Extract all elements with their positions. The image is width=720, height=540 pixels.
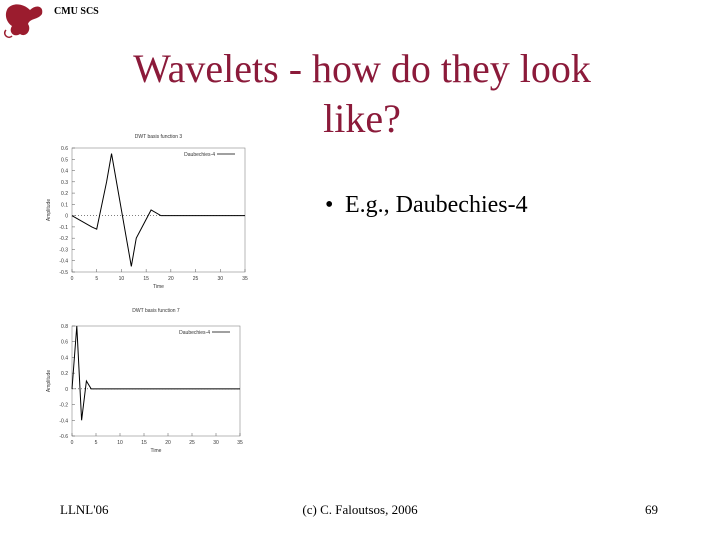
bullet: E.g., Daubechies-4 xyxy=(345,192,528,218)
footer-right: 69 xyxy=(645,502,658,517)
y-tick-label: 0.5 xyxy=(61,157,68,163)
legend-entry: Daubechies-4 xyxy=(179,330,210,336)
x-tick-label: 35 xyxy=(237,440,243,446)
x-tick-label: 30 xyxy=(218,276,224,282)
y-tick-label: 0.3 xyxy=(61,180,68,186)
x-tick-label: 10 xyxy=(117,440,123,446)
y-tick-label: -0.3 xyxy=(59,247,68,253)
x-tick-label: 25 xyxy=(189,440,195,446)
line-series xyxy=(71,325,240,421)
y-axis-label: Amplitude xyxy=(46,370,52,392)
y-tick-label: 0 xyxy=(65,387,68,393)
legend-entry: Daubechies-4 xyxy=(184,152,215,158)
x-axis-label: Time xyxy=(151,448,162,454)
slide-title: like? xyxy=(323,96,401,141)
x-tick-label: 35 xyxy=(242,276,248,282)
x-tick-label: 15 xyxy=(143,276,149,282)
y-tick-label: -0.6 xyxy=(59,434,68,440)
footer-center: (c) C. Faloutsos, 2006 xyxy=(302,502,418,517)
y-tick-label: -0.2 xyxy=(59,236,68,242)
y-tick-label: -0.4 xyxy=(59,259,68,265)
chart-title: DWT basis function 3 xyxy=(135,134,183,140)
plot-frame xyxy=(71,325,241,437)
y-tick-label: 0.6 xyxy=(61,340,68,346)
y-tick-label: 0.1 xyxy=(61,202,68,208)
y-tick-label: -0.5 xyxy=(59,270,68,276)
x-tick-label: 10 xyxy=(119,276,125,282)
logo-text: CMU SCS xyxy=(54,6,99,17)
x-tick-label: 30 xyxy=(213,440,219,446)
plot-frame xyxy=(71,147,246,273)
x-tick-label: 5 xyxy=(95,276,98,282)
y-tick-label: 0.6 xyxy=(61,146,68,152)
y-tick-label: 0.2 xyxy=(61,191,68,197)
x-tick-label: 0 xyxy=(71,276,74,282)
x-tick-label: 15 xyxy=(141,440,147,446)
y-tick-label: 0.8 xyxy=(61,324,68,330)
y-tick-label: 0 xyxy=(65,214,68,220)
y-tick-label: 0.4 xyxy=(61,355,68,361)
x-tick-label: 5 xyxy=(95,440,98,446)
chart-title: DWT basis function 7 xyxy=(132,308,180,314)
x-tick-label: 0 xyxy=(71,440,74,446)
bullet-marker: • xyxy=(325,192,333,218)
y-tick-label: 0.2 xyxy=(61,371,68,377)
slide-title: Wavelets - how do they look xyxy=(133,46,591,91)
y-tick-label: -0.1 xyxy=(59,225,68,231)
y-tick-label: 0.4 xyxy=(61,169,68,175)
logo xyxy=(3,4,43,39)
x-axis-label: Time xyxy=(153,284,164,290)
y-axis-label: Amplitude xyxy=(46,199,52,221)
x-tick-label: 20 xyxy=(168,276,174,282)
line-series xyxy=(71,153,245,267)
x-tick-label: 20 xyxy=(165,440,171,446)
y-tick-label: -0.4 xyxy=(59,418,68,424)
footer-left: LLNL'06 xyxy=(60,502,109,517)
x-tick-label: 25 xyxy=(193,276,199,282)
y-tick-label: -0.2 xyxy=(59,403,68,409)
